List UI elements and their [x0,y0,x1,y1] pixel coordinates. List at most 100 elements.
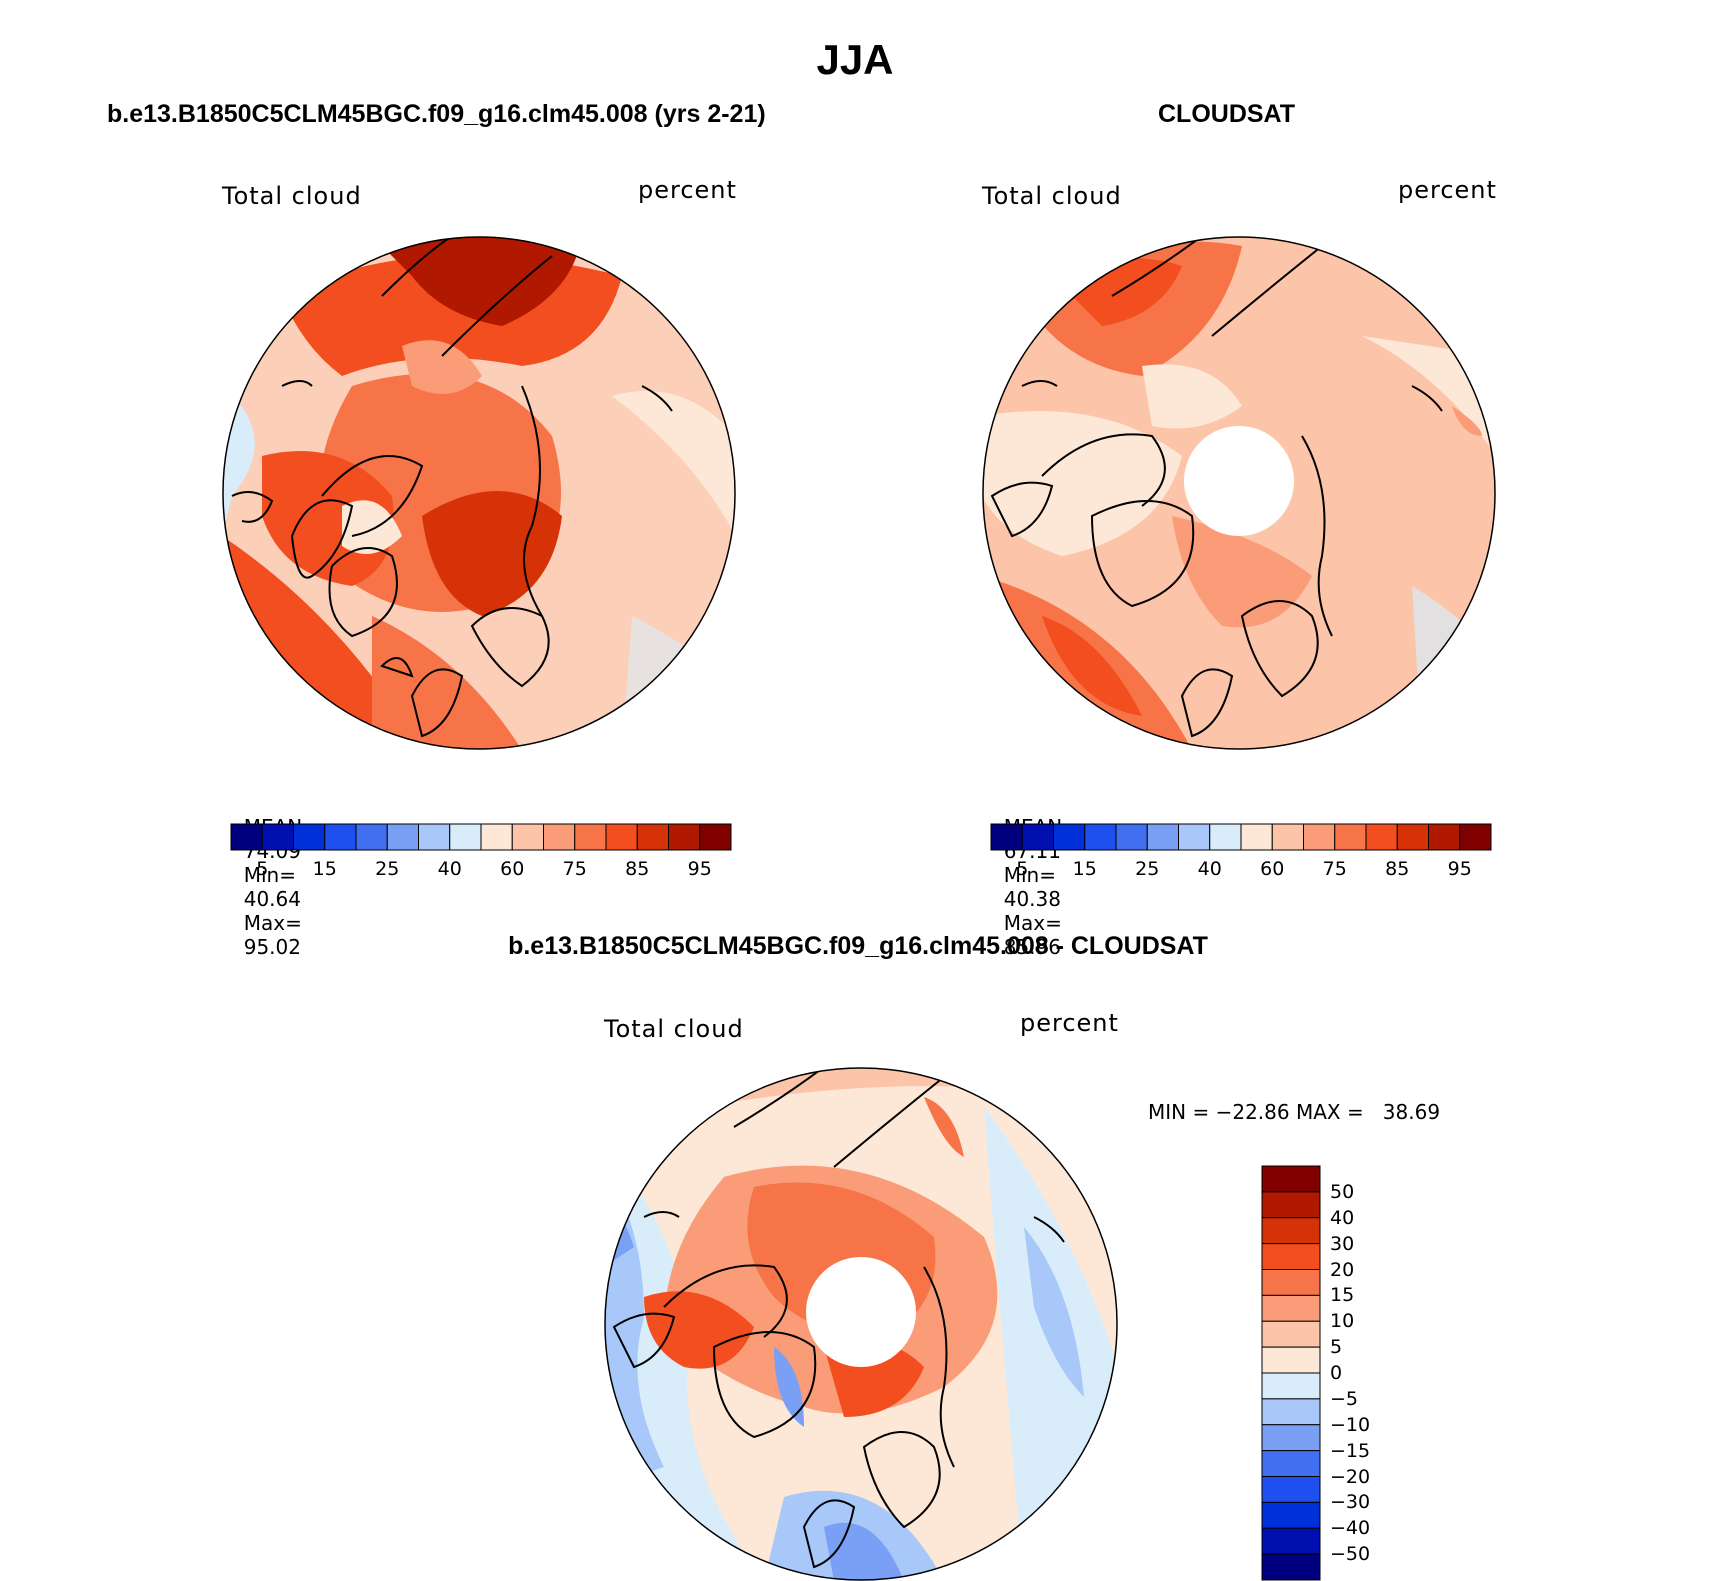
model-min-value: 40.64 [243,887,301,911]
obs-min-value: 40.38 [1003,887,1061,911]
obs-colorbar-swatch [990,823,1023,851]
model-field-label: Total cloud [222,182,362,210]
model-colorbar-swatch [418,823,451,851]
difference-colorbar-swatch [1261,1501,1321,1529]
model-colorbar-ticks: 5 15 25 40 60 75 85 95 [231,858,731,882]
obs-colorbar-swatch [1146,823,1179,851]
obs-colorbar-swatch [1240,823,1273,851]
model-colorbar-tick-label: 25 [375,858,400,880]
difference-units-label: percent [1020,1009,1119,1037]
model-colorbar-swatch [511,823,544,851]
obs-units-label: percent [1398,176,1497,204]
difference-colorbar-tick-label: 0 [1330,1362,1343,1384]
model-colorbar-swatch [668,823,701,851]
difference-polar-map [604,1067,1118,1581]
obs-colorbar-swatch [1303,823,1336,851]
difference-colorbar-tick-label: −40 [1330,1517,1371,1540]
difference-colorbar-tick-label: 5 [1330,1336,1343,1359]
obs-min-label: Min= [1003,863,1056,887]
model-panel-title: b.e13.B1850C5CLM45BGC.f09_g16.clm45.008 … [107,100,766,128]
obs-colorbar-swatch [1021,823,1054,851]
obs-max-value: 85.96 [1003,935,1061,959]
obs-colorbar-tick-label: 15 [1072,858,1097,880]
model-colorbar-swatch [386,823,419,851]
difference-colorbar-swatch [1261,1398,1321,1426]
difference-colorbar-tick-label: 50 [1330,1180,1355,1203]
obs-colorbar-ticks: 5 15 25 40 60 75 85 95 [991,858,1491,882]
obs-colorbar-swatch [1459,823,1492,851]
model-colorbar [230,823,732,851]
model-units-label: percent [638,176,737,204]
difference-colorbar-tick-label: 10 [1330,1310,1355,1333]
obs-colorbar-swatch [1365,823,1398,851]
difference-colorbar-swatch [1261,1294,1321,1322]
difference-colorbar-tick-label: −30 [1330,1491,1371,1514]
obs-panel-title: CLOUDSAT [1158,100,1296,128]
model-colorbar-tick-label: 95 [687,858,712,880]
difference-colorbar-swatch [1261,1372,1321,1400]
obs-colorbar-swatch [1396,823,1429,851]
model-colorbar-tick-label: 40 [437,858,462,880]
model-colorbar-swatch [324,823,357,851]
difference-colorbar-tick-label: 15 [1330,1284,1355,1307]
difference-colorbar-swatch [1261,1243,1321,1270]
difference-colorbar-swatch [1261,1450,1321,1477]
obs-colorbar-swatch [1053,823,1086,851]
obs-colorbar-tick-label: 40 [1197,858,1222,880]
difference-colorbar-swatch [1261,1553,1321,1581]
difference-colorbar-swatch [1261,1424,1321,1452]
difference-colorbar-tick-label: 20 [1330,1258,1355,1281]
model-colorbar-tick-label: 15 [312,858,337,880]
model-colorbar-swatch [230,823,263,851]
model-colorbar-swatch [355,823,388,851]
difference-colorbar-swatch [1261,1320,1321,1348]
model-colorbar-swatch [449,823,482,851]
obs-colorbar-tick-label: 75 [1322,858,1347,880]
difference-colorbar [1261,1165,1321,1581]
model-colorbar-tick-label: 85 [625,858,650,880]
difference-minmax: MIN = −22.86 MAX = 38.69 [1148,1100,1441,1124]
obs-colorbar-tick-label: 95 [1447,858,1472,880]
obs-field-label: Total cloud [982,182,1122,210]
difference-field-label: Total cloud [604,1015,744,1043]
model-min-label: Min= [243,863,296,887]
difference-colorbar-ticks: 50 40 30 20 15 10 5 0 −5 −10 −15 −20 −30 −40 −50 [1330,1166,1410,1580]
model-colorbar-swatch [543,823,576,851]
obs-colorbar-tick-label: 85 [1385,858,1410,880]
model-colorbar-swatch [480,823,513,851]
difference-colorbar-tick-label: 40 [1330,1206,1355,1229]
model-max-label: Max= [243,911,302,935]
obs-colorbar-swatch [1178,823,1211,851]
obs-colorbar-swatch [1428,823,1461,851]
difference-colorbar-tick-label: −20 [1330,1465,1371,1488]
model-colorbar-tick-label: 5 [256,858,269,880]
model-colorbar-swatch [293,823,326,851]
obs-colorbar-swatch [1084,823,1117,851]
season-title: JJA [816,36,894,83]
obs-max-label: Max= [1003,911,1062,935]
obs-colorbar-tick-label: 5 [1016,858,1029,880]
obs-colorbar-swatch [1334,823,1367,851]
model-colorbar-swatch [636,823,669,851]
difference-colorbar-swatch [1261,1165,1321,1193]
difference-colorbar-tick-label: −50 [1330,1543,1371,1566]
model-colorbar-swatch [699,823,732,851]
model-polar-map [222,236,736,750]
difference-colorbar-tick-label: −5 [1330,1387,1359,1410]
obs-colorbar-swatch [1115,823,1148,851]
difference-colorbar-tick-label: 30 [1330,1232,1355,1255]
difference-colorbar-tick-label: −15 [1330,1439,1371,1462]
model-colorbar-tick-label: 75 [562,858,587,880]
difference-colorbar-swatch [1261,1476,1321,1503]
obs-colorbar-swatch [1209,823,1242,851]
obs-polar-map [982,236,1496,750]
difference-colorbar-swatch [1261,1269,1321,1296]
model-colorbar-swatch [574,823,607,851]
model-colorbar-tick-label: 60 [500,858,525,880]
difference-colorbar-swatch [1261,1527,1321,1555]
difference-panel-title: b.e13.B1850C5CLM45BGC.f09_g16.clm45.008 … [508,932,1208,960]
obs-colorbar-swatch [1271,823,1304,851]
difference-colorbar-swatch [1261,1191,1321,1219]
obs-colorbar [990,823,1492,851]
model-max-value: 95.02 [243,935,301,959]
